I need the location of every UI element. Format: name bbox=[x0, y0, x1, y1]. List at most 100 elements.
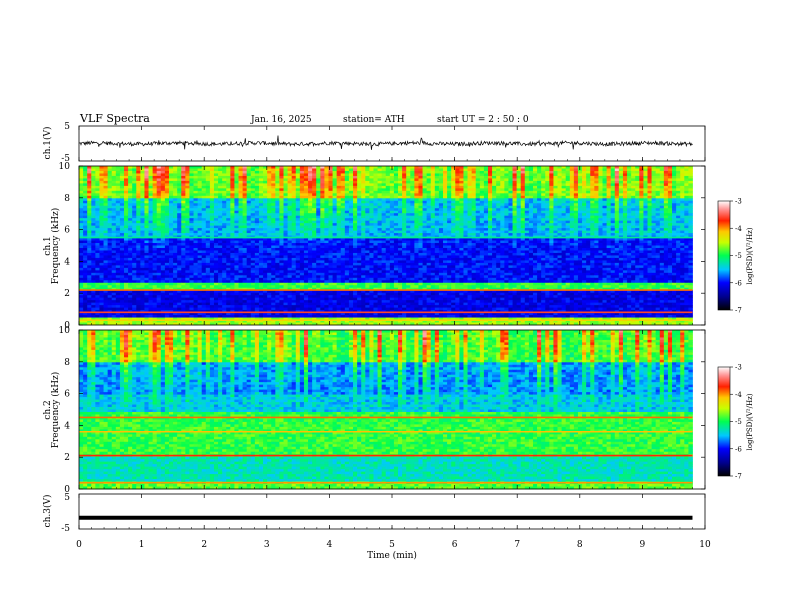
spectrogram-cell bbox=[316, 173, 320, 176]
spectrogram-cell bbox=[161, 196, 165, 199]
spectrogram-cell bbox=[500, 173, 504, 176]
spectrogram-cell bbox=[537, 213, 541, 216]
spectrogram-cell bbox=[549, 218, 553, 221]
spectrogram-cell bbox=[476, 228, 480, 231]
spectrogram-cell bbox=[165, 198, 169, 201]
spectrogram-cell bbox=[566, 211, 570, 214]
spectrogram-cell bbox=[83, 178, 87, 181]
spectrogram-cell bbox=[283, 196, 287, 199]
spectrogram-cell bbox=[226, 248, 230, 251]
spectrogram-cell bbox=[459, 211, 463, 214]
spectrogram-cell bbox=[202, 191, 206, 194]
spectrogram-cell bbox=[181, 168, 185, 171]
spectrogram-cell bbox=[361, 216, 365, 219]
spectrogram-cell bbox=[288, 231, 292, 234]
spectrogram-cell bbox=[533, 168, 537, 171]
spectrogram-cell bbox=[214, 221, 218, 224]
spectrogram-cell bbox=[230, 218, 234, 221]
spectrogram-cell bbox=[128, 223, 132, 226]
spectrogram-cell bbox=[328, 221, 332, 224]
spectrogram-cell bbox=[312, 186, 316, 189]
spectrogram-cell bbox=[337, 241, 341, 244]
spectrogram-cell bbox=[128, 243, 132, 246]
spectrogram-cell bbox=[459, 218, 463, 221]
spectrogram-cell bbox=[169, 226, 173, 229]
spectrogram-cell bbox=[492, 246, 496, 249]
spectrogram-cell bbox=[676, 171, 680, 174]
spectrogram-cell bbox=[124, 173, 128, 176]
spectrogram-cell bbox=[104, 233, 108, 236]
spectrogram-cell bbox=[337, 186, 341, 189]
spectrogram-cell bbox=[615, 233, 619, 236]
spectrogram-cell bbox=[99, 248, 103, 251]
spectrogram-cell bbox=[140, 228, 144, 231]
spectrogram-cell bbox=[570, 196, 574, 199]
spectrogram-cell bbox=[611, 178, 615, 181]
spectrogram-cell bbox=[484, 208, 488, 211]
spectrogram-cell bbox=[496, 231, 500, 234]
spectrogram-cell bbox=[177, 196, 181, 199]
spectrogram-cell bbox=[541, 241, 545, 244]
spectrogram-cell bbox=[664, 188, 668, 191]
spectrogram-cell bbox=[108, 166, 112, 169]
spectrogram-cell bbox=[255, 168, 259, 171]
spectrogram-cell bbox=[320, 188, 324, 191]
spectrogram-cell bbox=[312, 166, 316, 169]
spectrogram-cell bbox=[431, 181, 435, 184]
spectrogram-cell bbox=[308, 201, 312, 204]
spectrogram-cell bbox=[594, 191, 598, 194]
spectrogram-cell bbox=[373, 208, 377, 211]
spectrogram-cell bbox=[664, 226, 668, 229]
spectrogram-cell bbox=[513, 213, 517, 216]
spectrogram-cell bbox=[353, 231, 357, 234]
spectrogram-cell bbox=[185, 171, 189, 174]
spectrogram-cell bbox=[165, 183, 169, 186]
spectrogram-cell bbox=[513, 226, 517, 229]
spectrogram-cell bbox=[414, 223, 418, 226]
spectrogram-cell bbox=[558, 193, 562, 196]
spectrogram-cell bbox=[668, 166, 672, 169]
spectrogram-cell bbox=[513, 228, 517, 231]
spectrogram-cell bbox=[112, 228, 116, 231]
spectrogram-cell bbox=[537, 173, 541, 176]
spectrogram-cell bbox=[99, 211, 103, 214]
spectrogram-cell bbox=[504, 208, 508, 211]
spectrogram-cell bbox=[553, 191, 557, 194]
spectrogram-cell bbox=[275, 216, 279, 219]
spectrogram-cell bbox=[410, 231, 414, 234]
spectrogram-cell bbox=[206, 248, 210, 251]
spectrogram-cell bbox=[161, 231, 165, 234]
spectrogram-cell bbox=[603, 216, 607, 219]
spectrogram-cell bbox=[341, 208, 345, 211]
spectrogram-cell bbox=[627, 186, 631, 189]
spectrogram-cell bbox=[128, 186, 132, 189]
spectrogram-cell bbox=[566, 193, 570, 196]
spectrogram-cell bbox=[423, 218, 427, 221]
spectrogram-cell bbox=[463, 203, 467, 206]
spectrogram-cell bbox=[607, 201, 611, 204]
spectrogram-cell bbox=[459, 243, 463, 246]
spectrogram-cell bbox=[545, 173, 549, 176]
spectrogram-cell bbox=[635, 223, 639, 226]
spectrogram-cell bbox=[660, 201, 664, 204]
spectrogram-cell bbox=[112, 226, 116, 229]
spectrogram-cell bbox=[414, 186, 418, 189]
spectrogram-cell bbox=[283, 193, 287, 196]
spectrogram-cell bbox=[308, 213, 312, 216]
spectrogram-cell bbox=[607, 188, 611, 191]
spectrogram-cell bbox=[418, 201, 422, 204]
spectrogram-cell bbox=[267, 221, 271, 224]
spectrogram-cell bbox=[410, 166, 414, 169]
spectrogram-cell bbox=[99, 228, 103, 231]
spectrogram-cell bbox=[537, 238, 541, 241]
spectrogram-cell bbox=[639, 186, 643, 189]
spectrogram-cell bbox=[198, 191, 202, 194]
spectrogram-cell bbox=[451, 243, 455, 246]
spectrogram-cell bbox=[603, 191, 607, 194]
spectrogram-cell bbox=[472, 188, 476, 191]
spectrogram-cell bbox=[308, 168, 312, 171]
spectrogram-cell bbox=[140, 243, 144, 246]
spectrogram-cell bbox=[619, 176, 623, 179]
spectrogram-cell bbox=[394, 198, 398, 201]
spectrogram-cell bbox=[427, 173, 431, 176]
